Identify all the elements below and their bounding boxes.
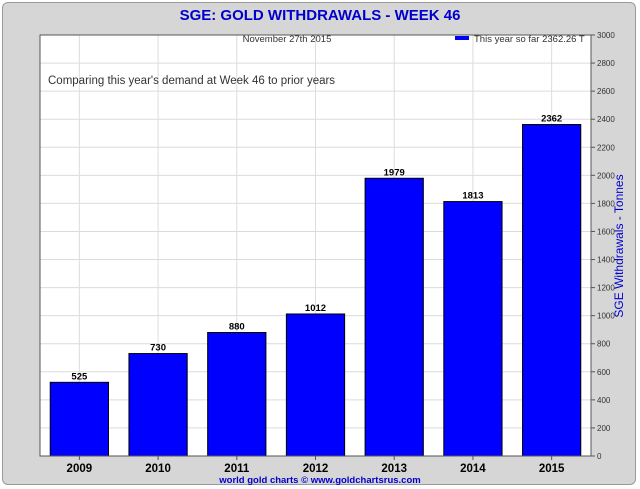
plot-border: [39, 34, 592, 457]
y-axis-label: SGE Withdrawals - Tonnes: [612, 174, 626, 317]
bars: [49, 124, 582, 457]
y-tick-label: 800: [597, 340, 611, 349]
y-tick-label: 2600: [597, 87, 615, 96]
bar-2014: [443, 201, 503, 457]
chart-title: SGE: GOLD WITHDRAWALS - WEEK 46: [180, 7, 461, 24]
data-label-2009: 525: [71, 371, 88, 382]
chart-subtitle: Comparing this year's demand at Week 46 …: [48, 75, 335, 87]
bar-2012: [285, 313, 346, 457]
x-tick-label-2012: 2012: [303, 463, 329, 475]
data-label-2013: 1979: [384, 167, 405, 178]
bar-2011: [207, 332, 267, 457]
y-axis-ticks: 0 200 400 600 800 1000 1200 1400 1600 1800 2000 220…: [591, 31, 615, 461]
y-tick-label: 1800: [597, 199, 615, 208]
y-tick-label: 200: [597, 424, 611, 433]
legend-swatch: [455, 36, 469, 40]
y-tick-label: 1000: [597, 312, 615, 321]
date-label: November 27th 2015: [243, 34, 332, 45]
data-label-2015: 2362: [541, 114, 562, 125]
x-tick-label-2010: 2010: [145, 463, 171, 475]
bar-2015: [522, 124, 582, 457]
x-tick-label-2011: 2011: [224, 463, 250, 475]
x-tick-label-2009: 2009: [67, 463, 93, 475]
y-tick-label: 2000: [597, 171, 615, 180]
data-label-2014: 1813: [462, 191, 483, 202]
y-tick-label: 400: [597, 396, 611, 405]
x-tick-label-2015: 2015: [539, 463, 565, 475]
data-label-2011: 880: [229, 322, 245, 333]
bar-2013: [364, 177, 424, 457]
y-tick-label: 3000: [597, 31, 615, 40]
x-tick-label-2014: 2014: [460, 463, 486, 475]
data-labels: 525 730 880 1012 1979 1813 2362: [71, 114, 562, 383]
y-tick-label: 2400: [597, 115, 615, 124]
x-tick-label-2013: 2013: [381, 463, 407, 475]
x-axis-ticks: 2009 2010 2011 2012 2013 2014 2015: [67, 456, 565, 475]
y-tick-label: 1600: [597, 227, 615, 236]
bar-2009: [49, 381, 109, 457]
data-label-2010: 730: [150, 343, 166, 354]
y-tick-label: 600: [597, 368, 611, 377]
y-tick-label: 2200: [597, 143, 615, 152]
legend-label: This year so far 2362.26 T: [474, 34, 585, 45]
data-label-2012: 1012: [305, 303, 326, 314]
chart-footer: world gold charts © www.goldchartsrus.co…: [218, 475, 420, 486]
y-tick-label: 1400: [597, 256, 615, 265]
y-tick-label: 2800: [597, 59, 615, 68]
y-tick-label: 1200: [597, 284, 615, 293]
y-tick-label: 0: [597, 452, 602, 461]
bar-2010: [128, 353, 188, 457]
